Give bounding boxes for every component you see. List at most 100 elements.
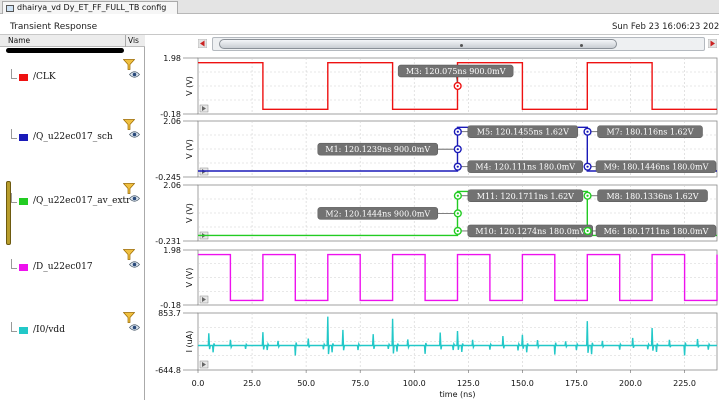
column-vis[interactable]: Vis (128, 36, 139, 45)
marker-label-box[interactable] (317, 207, 439, 220)
marker-label-box[interactable] (595, 224, 717, 238)
filter-icon[interactable] (123, 59, 135, 70)
marker-label-box[interactable] (397, 64, 514, 78)
visibility-eye-icon[interactable] (129, 130, 140, 139)
signal-row[interactable]: /Q_u22ec017_sch (0, 119, 145, 153)
visibility-eye-icon[interactable] (129, 194, 140, 203)
selection-handle[interactable] (6, 181, 11, 245)
y-min-label: -0.18 (160, 110, 181, 119)
filter-icon[interactable] (123, 312, 135, 323)
y-max-label: 2.06 (163, 117, 181, 126)
signal-name: /Q_u22ec017_sch (33, 132, 113, 142)
signal-color-swatch (19, 134, 28, 141)
scroll-left-icon[interactable] (198, 39, 207, 48)
x-tick-label: 50.0 (297, 379, 315, 388)
sidebar-header: Name Vis (0, 35, 145, 47)
column-name[interactable]: Name (8, 36, 31, 45)
marker-label-box[interactable] (595, 160, 717, 173)
marker-point-center (586, 194, 589, 197)
marker-point-center (586, 130, 589, 133)
visibility-eye-icon[interactable] (129, 70, 140, 79)
y-axis-label: V (V) (185, 139, 194, 159)
signal-row[interactable]: /Q_u22ec017_av_extr (0, 183, 145, 217)
marker-label-box[interactable] (467, 189, 584, 203)
x-tick-label: 75.0 (351, 379, 369, 388)
marker-point-center (456, 229, 459, 233)
panel-expand-icon[interactable] (199, 295, 209, 304)
x-tick-label: 200.0 (619, 379, 642, 388)
scroll-right-icon[interactable] (708, 39, 717, 48)
marker-point-center (456, 194, 459, 197)
y-axis-label: V (V) (185, 268, 194, 288)
signal-row[interactable]: /D_u22ec017 (0, 249, 145, 283)
marker-label-box[interactable] (597, 125, 703, 138)
signal-name: /D_u22ec017 (33, 262, 93, 272)
signal-name: /CLK (33, 72, 56, 82)
tree-connector (11, 322, 17, 332)
signal-row[interactable]: /I0/vdd (0, 312, 145, 346)
signal-color-swatch (19, 264, 28, 271)
y-min-label: -0.231 (155, 237, 181, 246)
tab-title: dhairya_vd Dy_ET_FF_FULL_TB config (17, 3, 167, 12)
y-max-label: 1.98 (163, 54, 181, 63)
y-axis-label: V (V) (185, 203, 194, 223)
y-min-label: -644.8 (155, 366, 181, 375)
scroll-thumb[interactable] (219, 39, 617, 49)
marker-label: M11: 120.1711ns 1.62V (477, 192, 574, 201)
x-tick-label: 125.0 (457, 379, 480, 388)
marker-label: M5: 120.1455ns 1.62V (477, 128, 569, 137)
filter-icon[interactable] (123, 249, 135, 260)
signal-row[interactable]: /CLK (0, 59, 145, 93)
marker-point-center (456, 212, 459, 215)
marker-point-center (456, 165, 459, 168)
x-tick-label: 175.0 (565, 379, 588, 388)
window-icon (6, 5, 14, 12)
tree-connector (11, 69, 17, 79)
marker-label-box[interactable] (597, 189, 708, 203)
signal-sidebar: Name Vis /CLK/Q_u22ec017_sch/Q_u22ec017_… (0, 35, 145, 400)
y-min-label: -0.245 (155, 173, 181, 182)
time-scrollbar[interactable] (198, 37, 717, 51)
signal-name: /Q_u22ec017_av_extr (33, 196, 131, 206)
column-separator[interactable] (125, 35, 126, 47)
filter-icon[interactable] (123, 183, 135, 194)
x-tick-label: 0.0 (192, 379, 205, 388)
scroll-track[interactable] (212, 37, 705, 51)
signal-color-swatch (19, 198, 28, 205)
filter-icon[interactable] (123, 119, 135, 130)
tab-bar: dhairya_vd Dy_ET_FF_FULL_TB config (0, 0, 719, 14)
tree-connector (11, 129, 17, 139)
panel-expand-icon[interactable] (199, 104, 209, 113)
signal-color-swatch (19, 74, 28, 81)
marker-point-center (456, 130, 459, 133)
marker-label: M9: 180.1446ns 180.0mV (604, 163, 709, 172)
visibility-eye-icon[interactable] (129, 260, 140, 269)
y-max-label: 1.98 (163, 246, 181, 255)
y-min-label: -0.18 (160, 301, 181, 310)
panel-expand-icon[interactable] (199, 360, 209, 369)
sidebar-scrollbar[interactable] (6, 48, 124, 53)
marker-label-box[interactable] (467, 160, 583, 173)
x-tick-label: 25.0 (243, 379, 261, 388)
marker-label: M1: 120.1239ns 900.0mV (325, 145, 430, 154)
waveform-vdd[interactable] (198, 316, 717, 356)
marker-label: M8: 180.1336ns 1.62V (606, 192, 698, 201)
marker-label-box[interactable] (467, 125, 579, 138)
waveform-d[interactable] (198, 253, 718, 302)
marker-point-center (586, 165, 589, 168)
x-tick-label: 100.0 (403, 379, 426, 388)
marker-label: M10: 120.1274ns 180.0mV (475, 227, 585, 236)
visibility-eye-icon[interactable] (129, 323, 140, 332)
signal-name: /I0/vdd (33, 325, 65, 335)
window-header: Transient Response Sun Feb 23 16:06:23 2… (0, 14, 719, 35)
y-axis-label: I (uA) (185, 331, 194, 353)
marker-label: M2: 120.1444ns 900.0mV (325, 209, 430, 218)
scroll-grip-icon[interactable] (580, 44, 583, 47)
marker-label-box[interactable] (317, 142, 439, 156)
window-title: Transient Response (10, 22, 98, 32)
tab-config[interactable]: dhairya_vd Dy_ET_FF_FULL_TB config (2, 1, 178, 14)
scroll-grip-icon[interactable] (460, 44, 463, 47)
marker-point-center (456, 84, 459, 88)
marker-point-center (586, 229, 589, 233)
